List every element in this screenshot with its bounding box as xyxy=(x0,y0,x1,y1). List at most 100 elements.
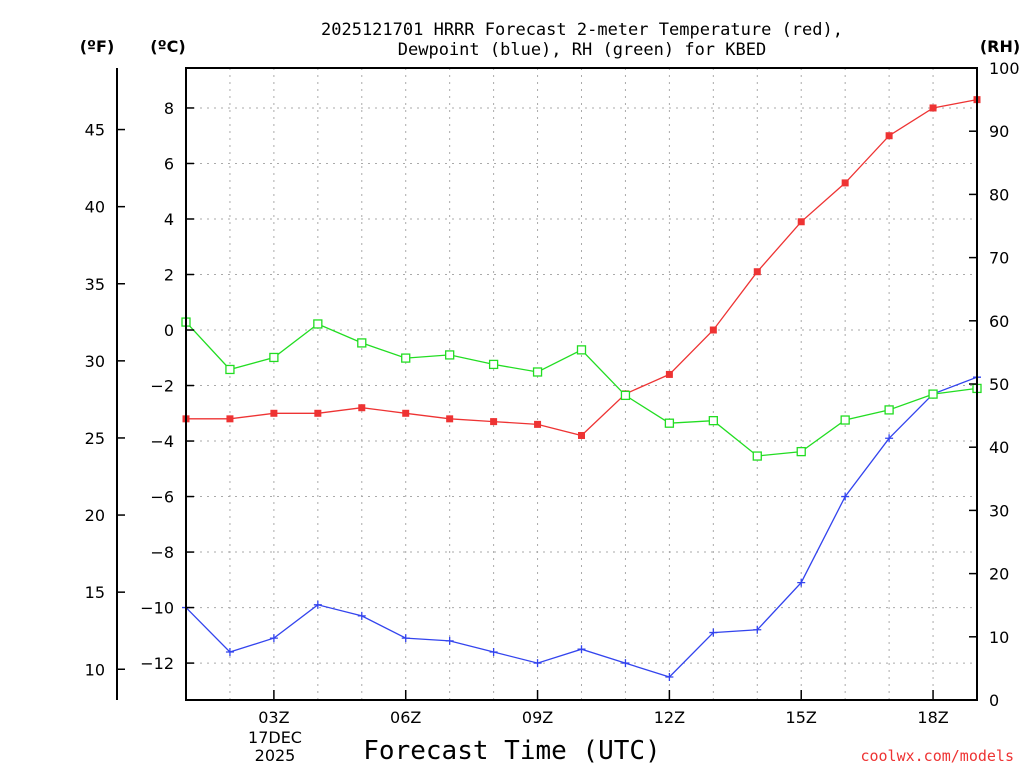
data-point-temperature xyxy=(270,409,278,417)
series-dewpoint xyxy=(182,373,981,681)
y-tick-label-fahrenheit: 15 xyxy=(85,583,105,602)
y-tick-label-celsius: −10 xyxy=(140,599,174,618)
credit-text: coolwx.com/models xyxy=(860,747,1014,765)
data-point-dewpoint xyxy=(709,628,718,637)
y-tick-label-celsius: 0 xyxy=(164,321,174,340)
data-point-dewpoint xyxy=(797,578,806,587)
y-tick-label-celsius: −2 xyxy=(150,377,174,396)
y-tick-label-fahrenheit: 40 xyxy=(85,198,105,217)
y-tick-label-celsius: −8 xyxy=(150,543,174,562)
y-tick-label-celsius: −4 xyxy=(150,432,174,451)
x-tick-label: 03Z xyxy=(258,708,289,727)
series-line-dewpoint xyxy=(185,376,978,678)
data-point-rh xyxy=(488,359,499,370)
chart-title-line2: Dewpoint (blue), RH (green) for KBED xyxy=(398,40,766,60)
data-point-rh xyxy=(620,390,631,401)
y-tick-label-rh: 80 xyxy=(989,185,1009,204)
data-point-rh xyxy=(884,405,894,415)
data-point-temperature xyxy=(226,415,234,423)
y-tick-label-fahrenheit: 30 xyxy=(85,352,105,371)
y-tick-label-fahrenheit: 10 xyxy=(85,660,105,679)
data-point-rh xyxy=(928,389,938,399)
y-tick-label-rh: 90 xyxy=(989,122,1009,141)
series-temperature xyxy=(182,96,981,439)
data-point-dewpoint xyxy=(621,659,630,668)
y-tick-label-rh: 50 xyxy=(989,375,1009,394)
data-point-temperature xyxy=(578,431,585,439)
y-tick-label-fahrenheit: 35 xyxy=(85,275,105,294)
data-point-dewpoint xyxy=(753,625,762,634)
data-point-dewpoint xyxy=(489,647,498,656)
data-point-temperature xyxy=(358,404,366,412)
data-point-temperature xyxy=(709,326,717,334)
data-point-dewpoint xyxy=(269,634,278,643)
data-point-dewpoint xyxy=(445,636,454,645)
unit-label-fahrenheit: (ºF) xyxy=(80,37,115,56)
data-point-rh xyxy=(576,345,587,355)
x-tick-label: 15Z xyxy=(786,708,817,727)
data-point-temperature xyxy=(314,409,322,417)
data-point-dewpoint xyxy=(313,600,322,609)
y-tick-label-rh: 60 xyxy=(989,312,1009,331)
x-tick-label: 18Z xyxy=(917,708,948,727)
x-axis-label: Forecast Time (UTC) xyxy=(363,736,660,766)
grid xyxy=(186,68,977,700)
data-point-dewpoint xyxy=(577,645,586,654)
chart-title-line1: 2025121701 HRRR Forecast 2-meter Tempera… xyxy=(321,20,843,40)
data-point-rh xyxy=(269,352,279,363)
y-tick-label-celsius: 6 xyxy=(164,154,174,173)
data-point-rh xyxy=(708,416,718,426)
data-point-temperature xyxy=(885,132,893,140)
data-point-rh xyxy=(752,451,762,461)
y-tick-label-rh: 30 xyxy=(989,501,1009,520)
y-tick-label-rh: 100 xyxy=(989,59,1020,78)
data-point-temperature xyxy=(753,268,761,276)
data-point-rh xyxy=(445,350,455,360)
data-point-rh xyxy=(840,415,850,425)
data-point-dewpoint xyxy=(841,492,850,501)
x-tick-label: 12Z xyxy=(654,708,685,727)
data-point-rh xyxy=(313,319,323,329)
unit-label-celsius: (ºC) xyxy=(150,37,185,56)
data-point-temperature xyxy=(841,179,849,187)
data-point-temperature xyxy=(665,370,673,378)
data-point-dewpoint xyxy=(401,634,410,643)
y-tick-label-celsius: −6 xyxy=(150,488,174,507)
data-point-rh xyxy=(225,364,235,375)
unit-label-rh: (RH) xyxy=(980,37,1020,56)
y-tick-label-celsius: 4 xyxy=(164,210,174,229)
data-point-rh xyxy=(401,353,411,363)
y-tick-label-rh: 0 xyxy=(989,691,999,710)
y-tick-label-fahrenheit: 45 xyxy=(85,121,105,140)
y-tick-label-celsius: −12 xyxy=(140,654,174,673)
date-label-day: 17DEC xyxy=(248,728,302,747)
y-tick-label-rh: 20 xyxy=(989,565,1009,584)
data-point-rh xyxy=(357,338,367,348)
y-tick-label-rh: 40 xyxy=(989,438,1009,457)
y-tick-label-fahrenheit: 25 xyxy=(85,429,105,448)
axis-ticks: 03Z 06Z 09Z 12Z 15Z 18Z −12 −10 −8 −6 −4 −2 0 2 4 6 8 10 1… xyxy=(85,59,1020,727)
data-point-rh xyxy=(664,418,675,428)
data-point-temperature xyxy=(402,409,410,417)
date-label-year: 2025 xyxy=(255,746,296,765)
x-tick-label: 09Z xyxy=(522,708,553,727)
data-point-rh xyxy=(796,446,806,457)
data-point-dewpoint xyxy=(357,611,366,620)
data-point-temperature xyxy=(490,418,498,426)
data-point-rh xyxy=(532,367,543,377)
data-point-temperature xyxy=(446,415,454,423)
y-tick-label-rh: 10 xyxy=(989,628,1009,647)
x-tick-label: 06Z xyxy=(390,708,421,727)
y-tick-label-fahrenheit: 20 xyxy=(85,506,105,525)
y-tick-label-rh: 70 xyxy=(989,249,1009,268)
chart-title: 2025121701 HRRR Forecast 2-meter Tempera… xyxy=(321,20,843,60)
data-point-temperature xyxy=(929,104,937,112)
y-tick-label-celsius: 2 xyxy=(164,266,174,285)
data-point-dewpoint xyxy=(665,672,674,681)
data-point-temperature xyxy=(534,420,542,428)
data-point-temperature xyxy=(797,218,805,226)
data-point-dewpoint xyxy=(225,647,234,656)
y-tick-label-celsius: 8 xyxy=(164,99,174,118)
data-point-dewpoint xyxy=(885,434,894,443)
